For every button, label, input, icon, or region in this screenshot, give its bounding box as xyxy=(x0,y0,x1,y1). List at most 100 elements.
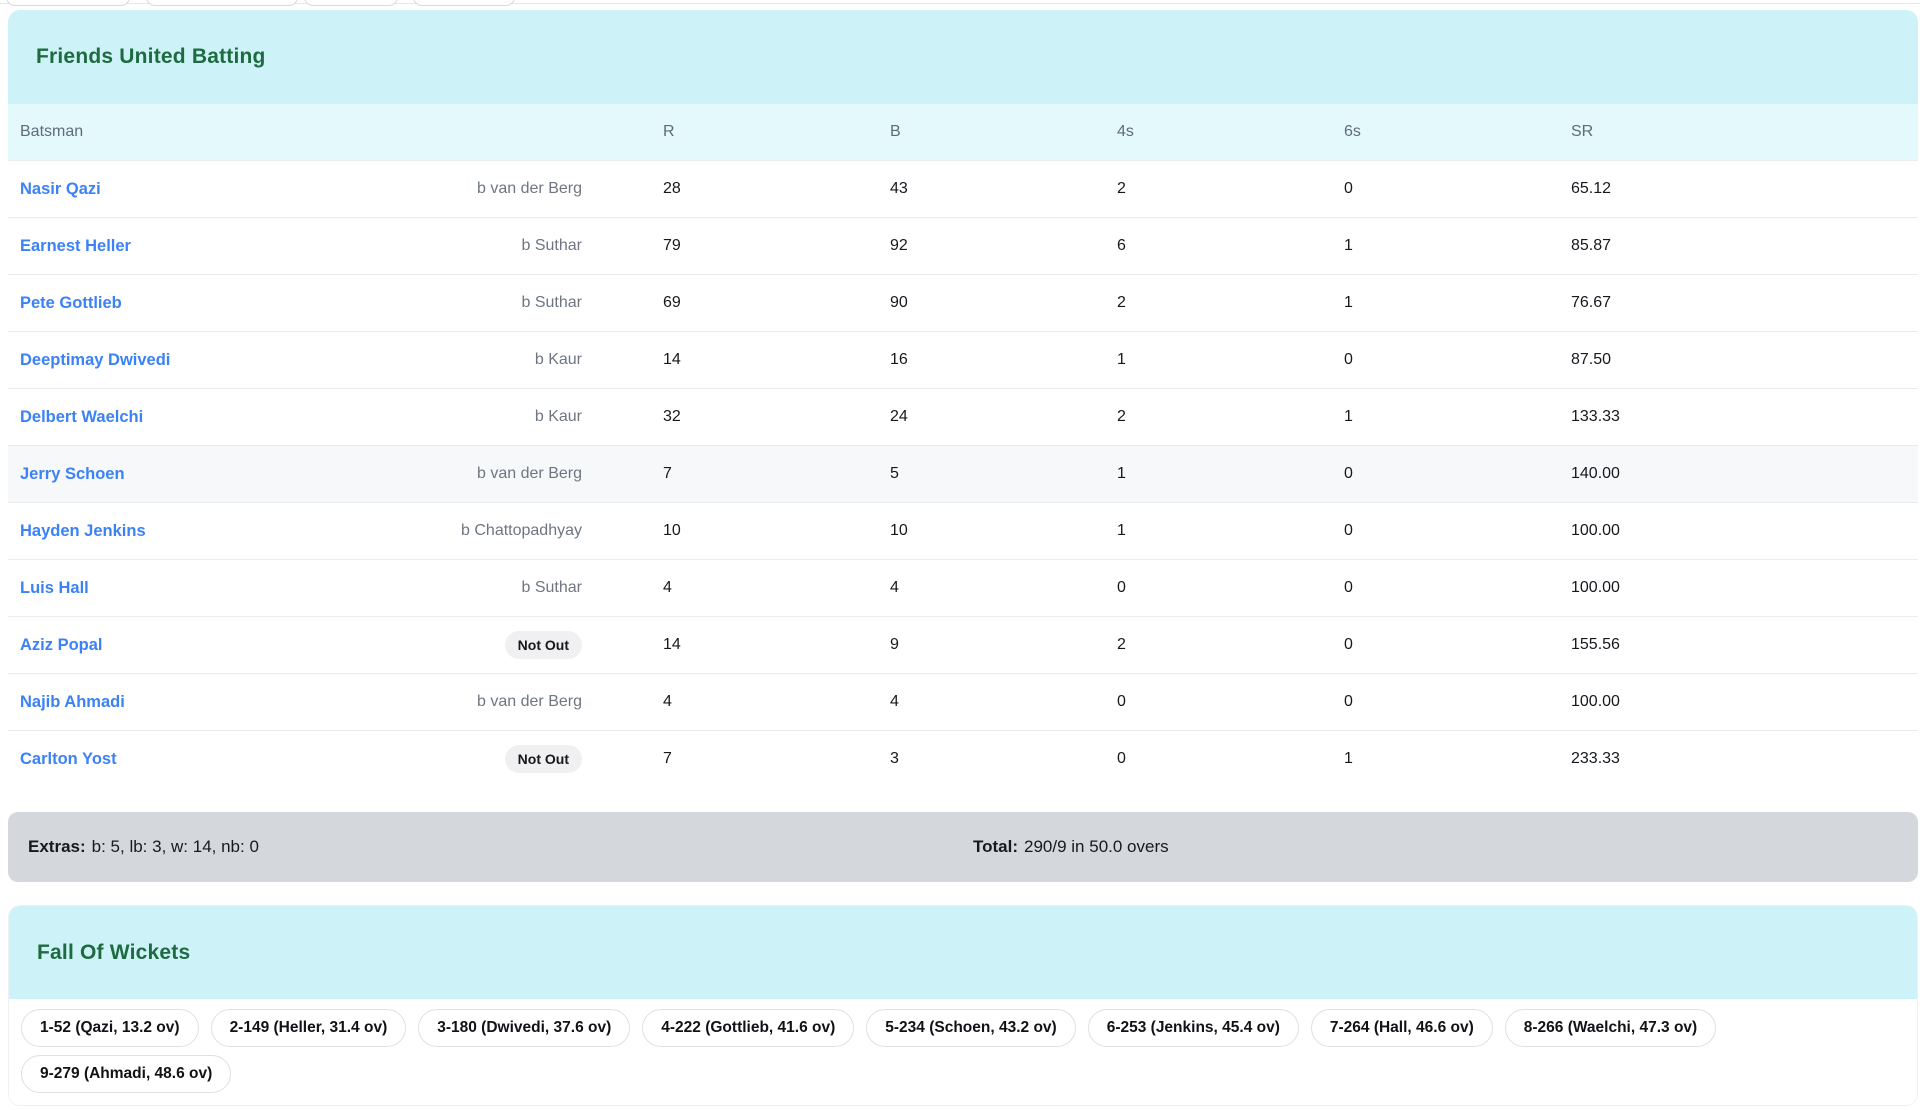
runs-cell: 7 xyxy=(663,750,672,767)
batsman-dismissal-cell: Carlton Yost Not Out xyxy=(8,745,582,773)
sixes-cell: 0 xyxy=(1344,579,1353,596)
batsman-link[interactable]: Earnest Heller xyxy=(20,236,131,255)
sixes-cell: 0 xyxy=(1344,180,1353,197)
strike-rate-cell: 65.12 xyxy=(1571,180,1612,197)
batsman-dismissal-cell: Najib Ahmadi b van der Berg xyxy=(8,693,582,712)
cut-off-tab-button[interactable] xyxy=(6,0,130,6)
balls-cell: 90 xyxy=(890,294,908,311)
batsman-link[interactable]: Hayden Jenkins xyxy=(20,521,146,540)
batsman-link[interactable]: Carlton Yost xyxy=(20,749,117,768)
batsman-link[interactable]: Najib Ahmadi xyxy=(20,692,125,711)
dismissal-text: b van der Berg xyxy=(477,693,582,710)
dismissal-text: b Chattopadhyay xyxy=(461,522,582,539)
innings-summary-bar: Extras: b: 5, lb: 3, w: 14, nb: 0 Total: 2… xyxy=(8,812,1918,882)
wicket-chip: 9-279 (Ahmadi, 48.6 ov) xyxy=(21,1055,232,1093)
wicket-chip: 4-222 (Gottlieb, 41.6 ov) xyxy=(642,1009,855,1047)
cut-off-tab-button[interactable] xyxy=(146,0,298,6)
dismissal-text: b Suthar xyxy=(521,294,582,311)
balls-cell: 5 xyxy=(890,465,899,482)
batsman-link[interactable]: Jerry Schoen xyxy=(20,464,125,483)
batsman-dismissal-cell: Luis Hall b Suthar xyxy=(8,579,582,598)
batsman-link[interactable]: Aziz Popal xyxy=(20,635,103,654)
batting-table-header: Batsman R B 4s 6s SR xyxy=(8,104,1918,160)
dismissal-text: b Kaur xyxy=(534,408,582,425)
balls-cell: 16 xyxy=(890,351,908,368)
sixes-cell: 0 xyxy=(1344,351,1353,368)
fours-cell: 2 xyxy=(1117,408,1126,425)
runs-cell: 4 xyxy=(663,693,672,710)
batsman-row: Najib Ahmadi b van der Berg 4 4 0 0 100.00 xyxy=(8,673,1918,730)
dismissal-text: b Suthar xyxy=(521,579,582,596)
batting-table-body: Nasir Qazi b van der Berg 28 43 2 0 65.12 Earne… xyxy=(8,160,1918,787)
fours-cell: 1 xyxy=(1117,351,1126,368)
fours-cell: 0 xyxy=(1117,750,1126,767)
balls-cell: 3 xyxy=(890,750,899,767)
balls-cell: 43 xyxy=(890,180,908,197)
runs-cell: 4 xyxy=(663,579,672,596)
extras-text: Extras: b: 5, lb: 3, w: 14, nb: 0 xyxy=(8,837,259,857)
column-header-batsman: Batsman xyxy=(20,123,84,140)
balls-cell: 24 xyxy=(890,408,908,425)
strike-rate-cell: 140.00 xyxy=(1571,465,1620,482)
wicket-chip: 8-266 (Waelchi, 47.3 ov) xyxy=(1504,1009,1717,1047)
balls-cell: 92 xyxy=(890,237,908,254)
column-header-strike-rate: SR xyxy=(1571,123,1594,140)
sixes-cell: 0 xyxy=(1344,522,1353,539)
sixes-cell: 0 xyxy=(1344,693,1353,710)
batsman-dismissal-cell: Deeptimay Dwivedi b Kaur xyxy=(8,351,582,370)
not-out-badge: Not Out xyxy=(504,631,582,659)
extras-label: Extras: xyxy=(28,837,86,856)
batsman-dismissal-cell: Delbert Waelchi b Kaur xyxy=(8,408,582,427)
extras-value: b: 5, lb: 3, w: 14, nb: 0 xyxy=(91,837,259,856)
runs-cell: 28 xyxy=(663,180,681,197)
fours-cell: 0 xyxy=(1117,693,1126,710)
wicket-chip: 6-253 (Jenkins, 45.4 ov) xyxy=(1087,1009,1299,1047)
column-header-balls: B xyxy=(890,123,901,140)
dismissal-text: b van der Berg xyxy=(477,180,582,197)
fours-cell: 1 xyxy=(1117,465,1126,482)
column-header-sixes: 6s xyxy=(1344,123,1361,140)
wicket-chip: 3-180 (Dwivedi, 37.6 ov) xyxy=(418,1009,631,1047)
batsman-link[interactable]: Luis Hall xyxy=(20,578,89,597)
sixes-cell: 1 xyxy=(1344,294,1353,311)
top-tab-strip xyxy=(0,0,1920,6)
batsman-row: Carlton Yost Not Out 7 3 0 1 233.33 xyxy=(8,730,1918,787)
wicket-chip: 1-52 (Qazi, 13.2 ov) xyxy=(21,1009,199,1047)
fours-cell: 2 xyxy=(1117,180,1126,197)
fall-of-wickets-header: Fall Of Wickets xyxy=(9,906,1917,999)
batsman-dismissal-cell: Aziz Popal Not Out xyxy=(8,631,582,659)
cut-off-tab-button[interactable] xyxy=(304,0,398,6)
fours-cell: 6 xyxy=(1117,237,1126,254)
batting-title: Friends United Batting xyxy=(36,45,266,68)
strike-rate-cell: 85.87 xyxy=(1571,237,1612,254)
runs-cell: 10 xyxy=(663,522,681,539)
balls-cell: 4 xyxy=(890,693,899,710)
batsman-dismissal-cell: Earnest Heller b Suthar xyxy=(8,237,582,256)
cut-off-tab-button[interactable] xyxy=(413,0,515,6)
runs-cell: 79 xyxy=(663,237,681,254)
strike-rate-cell: 76.67 xyxy=(1571,294,1612,311)
balls-cell: 9 xyxy=(890,636,899,653)
batsman-link[interactable]: Nasir Qazi xyxy=(20,179,101,198)
runs-cell: 14 xyxy=(663,351,681,368)
batsman-row: Pete Gottlieb b Suthar 69 90 2 1 76.67 xyxy=(8,274,1918,331)
total-label: Total: xyxy=(973,837,1019,856)
runs-cell: 69 xyxy=(663,294,681,311)
sixes-cell: 1 xyxy=(1344,750,1353,767)
total-value: 290/9 in 50.0 overs xyxy=(1024,837,1169,856)
batsman-row: Delbert Waelchi b Kaur 32 24 2 1 133.33 xyxy=(8,388,1918,445)
batsman-link[interactable]: Deeptimay Dwivedi xyxy=(20,350,171,369)
balls-cell: 10 xyxy=(890,522,908,539)
wicket-chip: 5-234 (Schoen, 43.2 ov) xyxy=(866,1009,1076,1047)
dismissal-text: b Suthar xyxy=(521,237,582,254)
batsman-link[interactable]: Delbert Waelchi xyxy=(20,407,144,426)
sixes-cell: 0 xyxy=(1344,636,1353,653)
fours-cell: 2 xyxy=(1117,636,1126,653)
fall-of-wickets-title: Fall Of Wickets xyxy=(37,940,191,964)
strike-rate-cell: 233.33 xyxy=(1571,750,1620,767)
batsman-dismissal-cell: Jerry Schoen b van der Berg xyxy=(8,465,582,484)
sixes-cell: 0 xyxy=(1344,465,1353,482)
batsman-link[interactable]: Pete Gottlieb xyxy=(20,293,122,312)
fours-cell: 0 xyxy=(1117,579,1126,596)
dismissal-text: b van der Berg xyxy=(477,465,582,482)
